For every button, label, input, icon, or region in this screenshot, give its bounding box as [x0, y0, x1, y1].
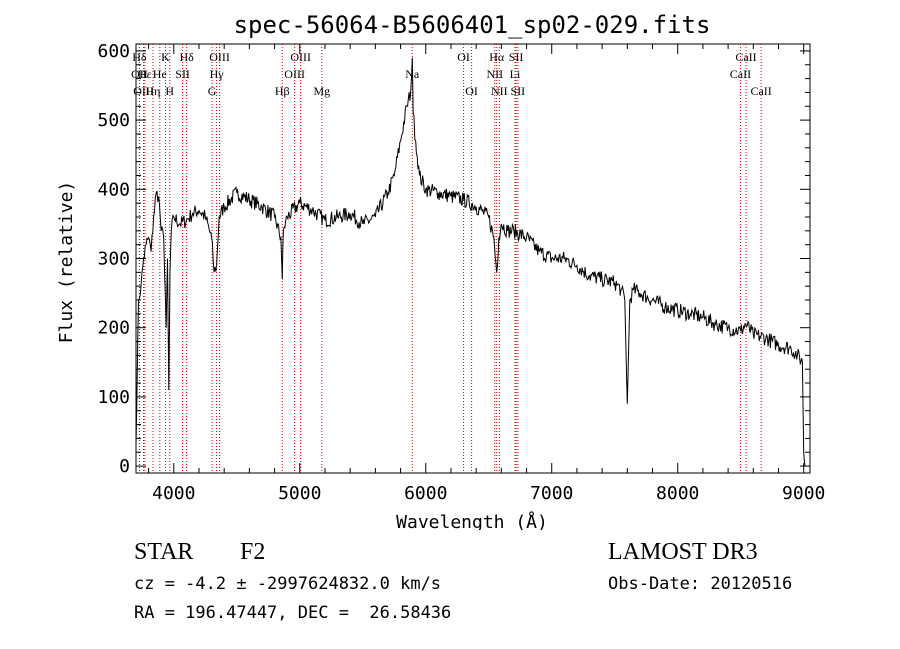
x-tick-label: 9000 [782, 483, 825, 504]
spectral-line-markers [138, 44, 762, 473]
y-axis-ticks: 0 100 200 300 400 500 600 [97, 41, 810, 477]
line-label: Hε [138, 67, 152, 81]
y-tick-label: 100 [97, 387, 130, 408]
line-label: SII [175, 67, 190, 81]
y-tick-label: 300 [97, 249, 130, 270]
y-axis-label: Flux (relative) [56, 181, 77, 344]
x-tick-label: 4000 [152, 483, 195, 504]
line-label: Hβ [275, 84, 290, 98]
coordinates-readout: RA = 196.47447, DEC = 26.58436 [134, 603, 452, 623]
chart-title: spec-56064-B5606401_sp02-029.fits [234, 11, 711, 39]
line-label: NII [491, 84, 508, 98]
line-label: OIII [284, 67, 305, 81]
line-label: OIII [133, 84, 154, 98]
x-tick-label: 7000 [530, 483, 573, 504]
series-line-flux [135, 57, 806, 467]
line-label: Hα [489, 50, 505, 64]
line-label: Mg [313, 84, 330, 98]
line-label: Li [510, 67, 521, 81]
y-tick-label: 400 [97, 179, 130, 200]
line-label: K [161, 50, 170, 64]
line-label: SII [511, 84, 526, 98]
redshift-readout: cz = -4.2 ± -2997624832.0 km/s [134, 574, 442, 594]
plot-frame [135, 43, 811, 474]
line-label: CaII [730, 67, 751, 81]
y-tick-label: 0 [119, 456, 130, 477]
line-label: Hγ [210, 67, 225, 81]
survey-name: LAMOST DR3 [608, 539, 758, 565]
y-tick-label: 500 [97, 110, 130, 131]
spectrum-chart: spec-56064-B5606401_sp02-029.fits Hδ OII O… [56, 11, 825, 530]
line-label: Hη [146, 84, 161, 98]
observation-date: Obs-Date: 20120516 [608, 574, 793, 594]
line-label: OIII [209, 50, 230, 64]
line-label: CaII [735, 50, 756, 64]
line-label: OIII [290, 50, 311, 64]
object-class: STAR [134, 539, 194, 565]
line-label: Hδ [179, 50, 194, 64]
line-label: NII [486, 67, 503, 81]
x-tick-label: 6000 [404, 483, 447, 504]
object-subclass: F2 [240, 539, 266, 565]
line-label: G [208, 84, 217, 98]
line-label: CaII [750, 84, 771, 98]
line-label: Hδ [132, 50, 147, 64]
line-label: OI [457, 50, 470, 64]
line-label: SII [509, 50, 524, 64]
line-label: OI [465, 84, 478, 98]
x-axis-ticks: 4000 5000 6000 7000 8000 9000 [148, 44, 825, 504]
x-tick-label: 8000 [656, 483, 699, 504]
y-tick-label: 600 [97, 41, 130, 62]
x-axis-label: Wavelength (Å) [396, 511, 548, 530]
line-label: He [153, 67, 167, 81]
y-tick-label: 200 [97, 318, 130, 339]
line-label: H [165, 84, 174, 98]
x-tick-label: 5000 [278, 483, 321, 504]
line-label: OII [131, 67, 148, 81]
